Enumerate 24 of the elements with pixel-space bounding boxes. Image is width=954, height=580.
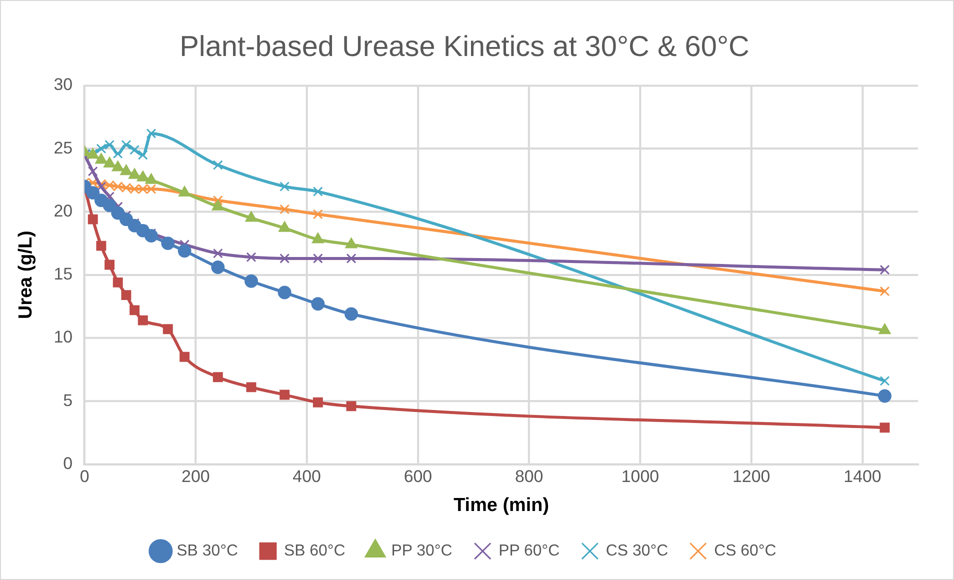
x-tick-label: 400 (292, 467, 321, 486)
legend-label: CS 60°C (714, 542, 776, 560)
y-tick-label: 20 (54, 201, 73, 220)
legend-label: SB 30°C (176, 542, 238, 560)
chart-title: Plant-based Urease Kinetics at 30°C & 60°C (180, 31, 750, 64)
x-tick-label: 200 (182, 467, 210, 486)
y-tick-label: 25 (54, 138, 73, 158)
x-tick-label: 800 (514, 467, 544, 486)
x-tick-label: 0 (80, 467, 90, 486)
y-tick-label: 10 (54, 328, 73, 347)
legend-label: PP 30°C (391, 542, 452, 560)
x-tick-label: 1200 (732, 467, 770, 486)
y-tick-label: 0 (63, 454, 73, 473)
x-axis-title: Time (min) (454, 495, 550, 516)
y-tick-label: 30 (54, 75, 73, 94)
legend-label: PP 60°C (498, 542, 560, 560)
legend-label: SB 60°C (284, 542, 346, 560)
legend-label: CS 30°C (606, 542, 668, 560)
x-tick-label: 1000 (621, 467, 660, 486)
y-tick-label: 5 (63, 390, 73, 410)
x-tick-label: 1400 (844, 467, 882, 486)
y-tick-label: 15 (54, 264, 73, 284)
x-tick-label: 600 (404, 467, 432, 486)
y-axis-title: Urea (g/L) (16, 230, 37, 320)
